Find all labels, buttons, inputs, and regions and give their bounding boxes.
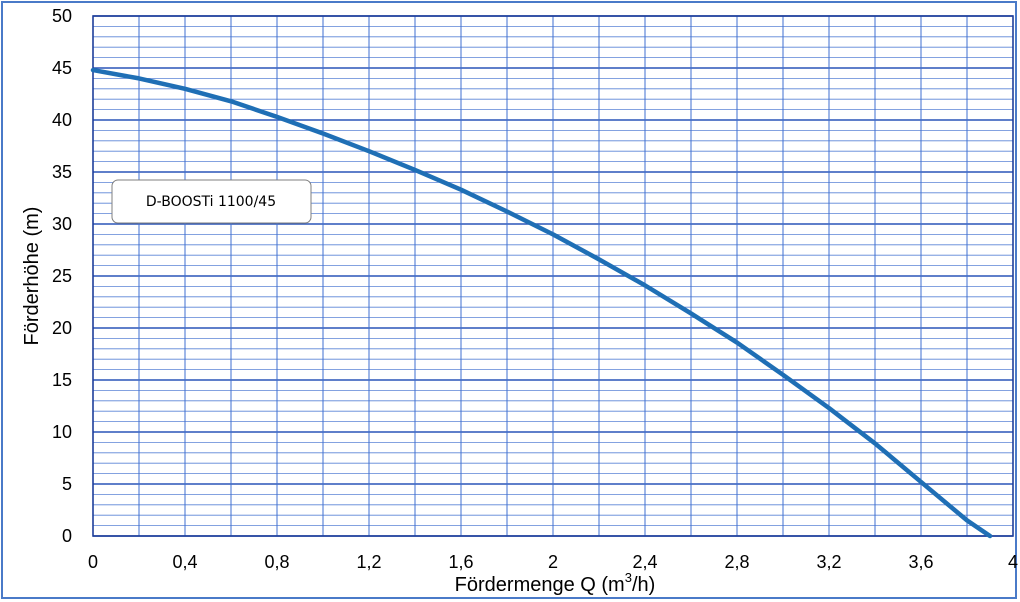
y-tick-label: 50 [52, 6, 72, 26]
y-tick-label: 5 [62, 474, 72, 494]
pump-curve-line [90, 67, 993, 539]
x-tick-label: 0,8 [264, 552, 289, 572]
series-layer [90, 67, 993, 539]
plot-border [92, 15, 1014, 537]
y-tick-label: 35 [52, 162, 72, 182]
y-tick-label: 30 [52, 214, 72, 234]
y-tick-label: 0 [62, 526, 72, 546]
x-tick-label: 2,4 [632, 552, 657, 572]
x-tick-label: 0 [88, 552, 98, 572]
y-tick-label: 25 [52, 266, 72, 286]
y-tick-label: 45 [52, 58, 72, 78]
x-tick-label: 3,6 [908, 552, 933, 572]
x-tick-label: 1,6 [448, 552, 473, 572]
y-tick-label: 15 [52, 370, 72, 390]
x-axis-title: Fördermenge Q (m3/h) [455, 570, 656, 596]
y-tick-label: 10 [52, 422, 72, 442]
y-axis-title: Förderhöhe (m) [21, 207, 43, 346]
x-tick-label: 0,4 [172, 552, 197, 572]
y-tick-label: 20 [52, 318, 72, 338]
x-tick-label: 2 [548, 552, 558, 572]
x-tick-labels: 0 0,4 0,8 1,2 1,6 2 2,4 2,8 3,2 3,6 4 [88, 552, 1018, 572]
x-tick-label: 3,2 [816, 552, 841, 572]
x-tick-label: 1,2 [356, 552, 381, 572]
annotation-box: D-BOOSTi 1100/45 [111, 179, 312, 224]
grid [92, 15, 1014, 537]
y-tick-label: 40 [52, 110, 72, 130]
annotation-label: D-BOOSTi 1100/45 [146, 194, 276, 210]
x-tick-label: 2,8 [724, 552, 749, 572]
x-tick-label: 4 [1008, 552, 1018, 572]
y-tick-labels: 0 5 10 15 20 25 30 35 40 45 50 [52, 6, 72, 546]
